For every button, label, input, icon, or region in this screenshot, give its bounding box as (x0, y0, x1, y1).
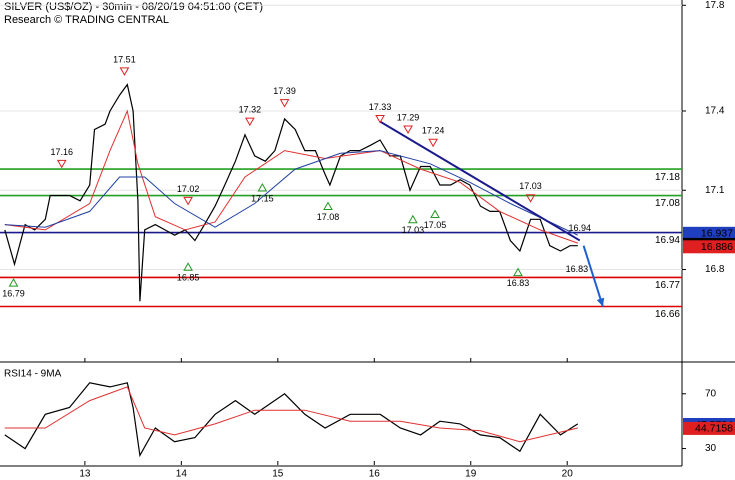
annotation-label: 17.39 (273, 86, 296, 96)
x-tick-label: 19 (465, 469, 477, 480)
plot-area (0, 4, 682, 308)
y-tick-label: 16.8 (705, 264, 725, 275)
level-label: 16.77 (655, 280, 680, 291)
annotation-label: 17.29 (397, 112, 420, 122)
low-marker (323, 201, 333, 211)
arrow-head (596, 297, 605, 307)
price-box-label: 16.937 (701, 228, 733, 240)
high-marker (403, 125, 413, 135)
annotation-label: 17.03 (519, 181, 542, 191)
y-tick-label: 17.4 (705, 106, 725, 117)
level-label: 17.08 (655, 198, 680, 209)
series-line (4, 386, 578, 443)
annotation-label: 17.03 (402, 225, 425, 235)
annotation-label: 16.85 (177, 273, 200, 283)
annotation-label: 17.33 (369, 102, 392, 112)
high-marker (428, 138, 438, 148)
price-box-label: 44.7158 (695, 423, 733, 435)
plot-area (4, 382, 579, 458)
x-tick-label: 20 (562, 469, 574, 480)
x-tick-label: 14 (176, 469, 188, 480)
price-box-label: 16.886 (701, 241, 733, 253)
annotation-label: 16.83 (566, 264, 589, 274)
high-marker (279, 99, 290, 108)
price-box (683, 421, 735, 435)
annotation-label: 17.15 (251, 193, 274, 203)
high-marker (119, 67, 130, 76)
chart-subtitle: Research © TRADING CENTRAL (4, 14, 169, 26)
annotation-label: 17.24 (422, 126, 445, 136)
annotation-label: 17.05 (424, 220, 447, 230)
series-line (4, 150, 579, 236)
annotation-label: 17.16 (50, 147, 73, 157)
low-marker (8, 278, 19, 287)
low-marker (257, 183, 268, 192)
x-tick-label: 16 (369, 469, 381, 480)
level-label: 16.94 (655, 235, 680, 246)
high-marker (244, 117, 255, 127)
low-marker (183, 262, 193, 271)
annotation-label: 17.02 (177, 184, 200, 194)
low-marker (513, 267, 523, 277)
rsi-title: RSI14 - 9MA (4, 369, 62, 380)
price-box (683, 240, 735, 254)
level-label: 16.66 (655, 309, 680, 320)
high-marker (375, 114, 385, 124)
annotation-label: 17.08 (317, 212, 340, 222)
trendline (379, 120, 581, 242)
annotation-label: 16.83 (507, 278, 530, 288)
annotation-label: 17.32 (239, 104, 262, 114)
low-marker (430, 209, 440, 218)
series-line (4, 382, 579, 458)
high-marker (183, 196, 193, 206)
annotation-label: 16.79 (2, 289, 25, 299)
annotation-label: 16.94 (568, 223, 591, 233)
y-tick-label: 17.8 (705, 0, 725, 11)
chart-title: SILVER (US$/OZ) - 30min - 08/20/19 04:51… (4, 1, 263, 13)
high-marker (525, 194, 536, 203)
x-tick-label: 15 (272, 469, 284, 480)
level-label: 17.18 (655, 172, 680, 183)
y-tick-label: 70 (705, 388, 717, 399)
x-tick-label: 13 (79, 469, 91, 480)
series-line (4, 109, 578, 244)
high-marker (56, 159, 67, 169)
projection (582, 245, 604, 307)
low-marker (408, 214, 418, 224)
series-line (4, 83, 578, 302)
y-tick-label: 30 (705, 443, 717, 454)
y-tick-label: 17.1 (705, 185, 725, 196)
annotation-label: 17.51 (113, 54, 136, 64)
price-box (683, 226, 735, 240)
